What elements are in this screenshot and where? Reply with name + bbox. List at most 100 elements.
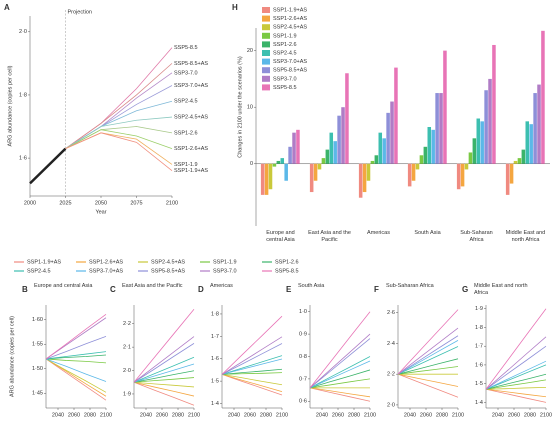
x-tick-label: 2040 [140, 412, 152, 418]
y-tick-label: 1·8 [19, 92, 27, 98]
legend-label: SSP1-1.9+AS [273, 7, 307, 13]
legend-label: SSP1-1.9+AS [27, 259, 61, 265]
y-tick-label: 1·7 [475, 344, 483, 350]
x-tick-label: 2060 [156, 412, 168, 418]
bar [517, 158, 522, 164]
y-tick-label: 0·6 [299, 399, 307, 405]
x-tick-label: 2000 [24, 200, 36, 206]
y-tick-label: 1·60 [32, 317, 43, 323]
series-line [309, 356, 371, 389]
series-line [45, 336, 107, 360]
series-label: SSP5-8.5 [174, 45, 198, 51]
x-tick-label: 2100 [540, 412, 552, 418]
bar [386, 112, 390, 164]
bar [284, 163, 288, 181]
series-line [45, 358, 107, 397]
legend-label: SSP2-4.5 [273, 50, 297, 56]
legend-label: SSP3-7.0 [273, 76, 297, 82]
series-line [133, 343, 195, 383]
series-line [133, 381, 195, 388]
series-line [65, 63, 173, 149]
bar [419, 155, 424, 164]
bar [325, 149, 330, 164]
series-line [133, 377, 195, 383]
x-tick-label: 2040 [52, 412, 64, 418]
y-tick-label: 1·5 [475, 381, 483, 387]
y-tick-label: 1·9 [123, 391, 131, 397]
bar [321, 158, 326, 164]
legend-label: SSP2-4.5+AS [273, 25, 307, 31]
x-tick-label: Europe and central Asia [266, 230, 295, 243]
series-line [133, 356, 195, 383]
x-tick-label: 2080 [524, 412, 536, 418]
legend-label: SSP1-1.9 [273, 33, 297, 39]
bar [280, 158, 285, 164]
series-label: SSP1-1.9 [174, 162, 198, 168]
series-line [397, 335, 459, 375]
bar [541, 30, 545, 164]
series-line [133, 336, 195, 383]
series-line [485, 388, 547, 403]
y-tick-label: 2·0 [387, 402, 395, 408]
panel-letter: B [22, 285, 28, 294]
x-tick-label: 2080 [84, 412, 96, 418]
panel-letter: A [4, 3, 10, 12]
x-tick-label: 2040 [404, 412, 416, 418]
legend-swatch [262, 67, 270, 74]
panel-title: Sub-Saharan Africa [386, 283, 434, 289]
series-label: SSP3-7.0+AS [174, 83, 208, 89]
series-line [309, 369, 371, 389]
bar [533, 93, 537, 164]
x-tick-label: 2100 [276, 412, 288, 418]
bar [264, 163, 269, 195]
bar [525, 121, 530, 164]
y-tick-label: 10 [247, 105, 253, 111]
bar [439, 93, 443, 164]
bar [480, 121, 484, 164]
panel-letter: F [374, 285, 379, 294]
bar [337, 115, 341, 164]
x-tick-label: 2060 [244, 412, 256, 418]
bar [513, 160, 518, 164]
x-tick-label: 2040 [492, 412, 504, 418]
bar [329, 132, 334, 164]
y-tick-label: 1·0 [299, 309, 307, 315]
bar [435, 93, 439, 164]
x-tick-label: 2050 [95, 200, 107, 206]
series-line [45, 351, 107, 360]
bar [509, 163, 514, 184]
series-line [485, 364, 547, 390]
series-line [45, 354, 107, 360]
legend-swatch [262, 58, 270, 65]
series-line [485, 387, 547, 390]
y-tick-label: 2·1 [123, 345, 131, 351]
x-tick-label: Middle East and north Africa [505, 230, 546, 243]
legend-label: SSP1-2.6+AS [273, 16, 307, 22]
bar [296, 129, 300, 164]
x-tick-label: 2100 [188, 412, 200, 418]
series-line [45, 358, 107, 393]
series-label: SSP2-4.5 [174, 99, 198, 105]
series-line [309, 338, 371, 389]
y-axis-label: Changes in 2100 under the scenarios (%) [237, 56, 243, 158]
series-line [309, 360, 371, 389]
x-tick-label: Sub-Saharan Africa [460, 230, 493, 243]
series-label: SSP1-1.9+AS [174, 168, 208, 174]
legend-swatch [262, 32, 270, 39]
bar [317, 163, 322, 170]
bar [427, 127, 432, 164]
x-tick-label: South Asia [414, 230, 441, 236]
legend-swatch [262, 7, 270, 13]
bar [382, 138, 386, 164]
bar [268, 163, 273, 190]
y-tick-label: 2·2 [123, 321, 131, 327]
bar [333, 141, 337, 164]
series-label: SSP2-4.5+AS [174, 115, 208, 121]
series-line [309, 387, 371, 398]
y-tick-label: 1·55 [32, 342, 43, 348]
y-tick-label: 1·6 [19, 156, 27, 162]
legend-label: SSP2-4.5+AS [151, 259, 185, 265]
bar [390, 101, 394, 164]
